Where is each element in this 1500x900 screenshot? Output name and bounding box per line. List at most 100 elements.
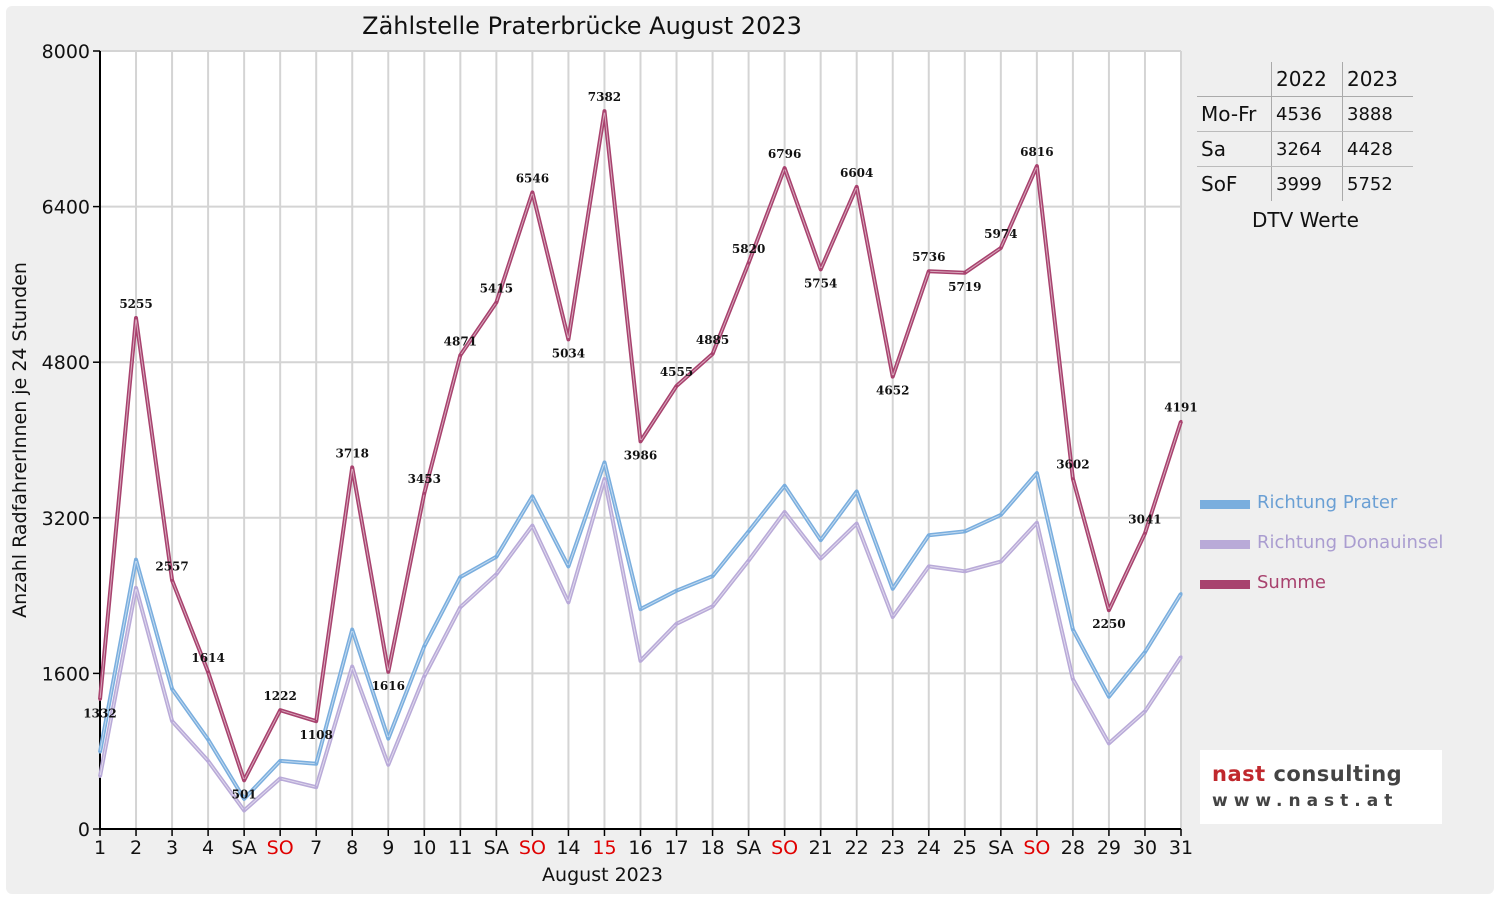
data-point <box>170 578 174 582</box>
data-point <box>639 439 642 443</box>
data-point <box>494 572 498 576</box>
x-tick-label: 21 <box>809 837 833 859</box>
data-point <box>386 763 390 767</box>
x-tick-label: SO <box>1023 837 1050 859</box>
dtv-header-row: 2022 2023 <box>1197 62 1413 97</box>
data-point <box>602 460 606 464</box>
x-tick-label: 22 <box>845 837 869 859</box>
data-point <box>1035 471 1039 475</box>
data-point <box>783 484 787 488</box>
data-point <box>819 538 823 542</box>
data-point <box>1143 650 1147 654</box>
data-point <box>278 776 282 780</box>
data-point <box>386 737 390 741</box>
data-point <box>422 644 426 648</box>
data-point <box>1071 477 1075 481</box>
legend-swatch <box>1200 580 1250 589</box>
data-label: 6796 <box>768 147 801 161</box>
x-tick-label: SA <box>484 837 509 859</box>
data-label: 3718 <box>336 446 369 460</box>
x-tick-label: SA <box>988 837 1013 859</box>
data-label: 4191 <box>1164 400 1197 414</box>
x-tick-label: SA <box>231 837 256 859</box>
data-label: 1616 <box>372 679 405 693</box>
x-tick-label: 25 <box>953 837 977 859</box>
data-point <box>206 670 210 674</box>
x-tick-label: 16 <box>628 837 652 859</box>
data-label: 5754 <box>804 276 837 290</box>
data-label: 3453 <box>408 472 441 486</box>
data-point <box>206 759 210 763</box>
data-label: 5415 <box>480 281 513 295</box>
data-point <box>891 615 895 619</box>
data-point <box>1143 709 1147 713</box>
data-label: 3602 <box>1056 458 1089 472</box>
data-point <box>639 607 642 611</box>
y-tick-label: 1600 <box>42 663 90 685</box>
x-tick-label: 2 <box>130 837 142 859</box>
data-point <box>891 375 895 379</box>
data-label: 1222 <box>263 689 296 703</box>
dtv-header-2022: 2022 <box>1271 62 1343 97</box>
data-label: 1614 <box>191 651 224 665</box>
data-point <box>278 759 282 763</box>
data-point <box>1143 531 1147 535</box>
x-tick-label: 11 <box>448 837 472 859</box>
x-tick-label: SA <box>736 837 761 859</box>
dtv-table: 2022 2023 Mo-Fr 4536 3888 Sa 3264 4428 S… <box>1197 62 1413 201</box>
data-label: 5034 <box>552 346 585 360</box>
dtv-value-2023: 5752 <box>1342 166 1413 201</box>
data-label: 1332 <box>83 706 116 720</box>
data-point <box>422 491 426 495</box>
data-point <box>242 809 246 813</box>
data-point <box>1107 608 1111 612</box>
data-point <box>242 797 246 801</box>
data-point <box>350 628 354 632</box>
data-point <box>675 384 679 388</box>
x-tick-label: SO <box>519 837 546 859</box>
data-point <box>458 353 462 357</box>
data-point <box>675 589 679 593</box>
x-tick-label: 4 <box>202 837 214 859</box>
data-point <box>530 494 534 498</box>
dtv-row: SoF 3999 5752 <box>1197 166 1413 201</box>
data-point <box>711 352 715 356</box>
data-point <box>458 575 462 579</box>
data-label: 501 <box>232 787 257 801</box>
logo-word-consulting: consulting <box>1273 762 1403 786</box>
chart-title: Zählstelle Praterbrücke August 2023 <box>362 12 802 40</box>
data-point <box>639 659 642 663</box>
data-point <box>494 555 498 559</box>
y-tick-label: 4800 <box>42 352 90 374</box>
data-point <box>602 477 606 481</box>
dtv-row-label: Sa <box>1197 131 1272 167</box>
data-label: 6816 <box>1020 145 1053 159</box>
legend-swatch <box>1200 500 1250 509</box>
data-point <box>1107 695 1111 699</box>
data-point <box>1179 419 1183 423</box>
data-point <box>1035 521 1039 525</box>
data-point <box>999 246 1003 250</box>
dtv-value-2023: 3888 <box>1342 96 1413 132</box>
y-tick-label: 6400 <box>42 197 90 219</box>
data-label: 1108 <box>299 728 332 742</box>
data-point <box>350 465 354 469</box>
data-label: 6604 <box>840 166 873 180</box>
x-tick-label: 15 <box>592 837 616 859</box>
legend-swatch <box>1200 540 1250 549</box>
x-tick-label: 30 <box>1133 837 1157 859</box>
data-point <box>98 750 102 754</box>
data-label: 4885 <box>696 333 729 347</box>
dtv-value-2022: 3999 <box>1271 166 1343 201</box>
data-label: 6546 <box>516 171 549 185</box>
data-point <box>530 524 534 528</box>
data-point <box>242 778 246 782</box>
x-tick-label: 29 <box>1097 837 1121 859</box>
data-point <box>711 604 715 608</box>
data-point <box>494 300 498 304</box>
data-point <box>999 513 1003 517</box>
data-point <box>927 269 931 273</box>
dtv-row: Mo-Fr 4536 3888 <box>1197 96 1413 132</box>
data-point <box>675 622 679 626</box>
data-point <box>458 605 462 609</box>
